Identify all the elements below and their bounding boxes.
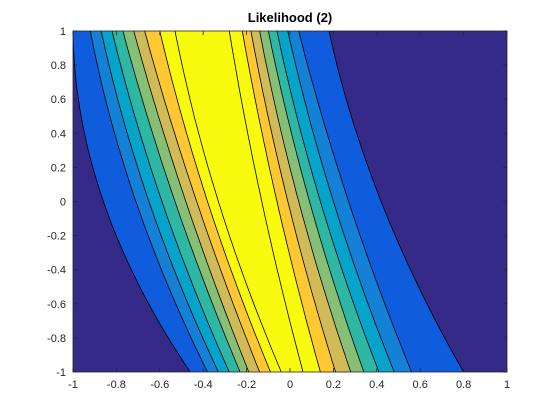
x-tick-label: -0.4 [194, 379, 213, 391]
x-tick-label: 0.4 [369, 379, 384, 391]
y-tick-label: 0 [60, 197, 66, 209]
y-tick-label: 0.2 [51, 162, 66, 174]
contour-line-right-1 [241, 31, 321, 372]
x-tick-label: 0.8 [456, 379, 471, 391]
y-tick-label: -0.2 [47, 231, 66, 243]
x-tick-label: -0.6 [150, 379, 169, 391]
y-tick-label: 0.4 [51, 128, 66, 140]
x-tick-label: 0.2 [326, 379, 341, 391]
contour-line-left-3 [111, 31, 230, 372]
x-tick-label: 1 [504, 379, 510, 391]
contour-line-left-1 [90, 31, 208, 372]
x-axis: -1 -0.8 -0.6 -0.4 -0.2 0 0.2 0.4 0.6 0.8 1 [68, 31, 510, 391]
contour-line-right-2 [250, 31, 336, 372]
contour-line-left-4 [122, 31, 241, 372]
contour-line-left-2 [100, 31, 219, 372]
contour-line-right-7 [298, 31, 412, 372]
contour-line-left-8 [174, 31, 282, 372]
y-tick-label: 0.8 [51, 60, 66, 72]
y-tick-label: 0.6 [51, 94, 66, 106]
contour-line-right-0 [228, 31, 304, 372]
y-tick-label: 1 [60, 26, 66, 38]
y-tick-label: -0.6 [47, 299, 66, 311]
y-tick-label: -0.8 [47, 333, 66, 345]
y-tick-label: -1 [56, 367, 66, 379]
x-tick-label: 0.6 [413, 379, 428, 391]
contour-line-right-6 [287, 31, 395, 372]
contour-lines [73, 31, 464, 372]
x-tick-label: -0.2 [237, 379, 256, 391]
y-tick-label: -0.4 [47, 265, 66, 277]
contour-bands [73, 31, 464, 372]
contour-line-left-6 [144, 31, 260, 372]
contour-line-right-4 [267, 31, 365, 372]
contour-line-left-5 [133, 31, 250, 372]
contour-line-right-5 [276, 31, 380, 372]
contour-line-left-0 [73, 31, 191, 372]
contour-line-right-3 [259, 31, 352, 372]
x-tick-label: -1 [68, 379, 78, 391]
contour-band-9 [175, 31, 303, 372]
chart-title: Likelihood (2) [248, 10, 333, 25]
x-tick-label: -0.8 [107, 379, 126, 391]
y-axis: -1 -0.8 -0.6 -0.4 -0.2 0 0.2 0.4 0.6 0.8 1 [47, 26, 507, 379]
x-tick-label: 0 [287, 379, 293, 391]
contour-line-left-7 [159, 31, 271, 372]
contour-line-right-8 [328, 31, 464, 372]
